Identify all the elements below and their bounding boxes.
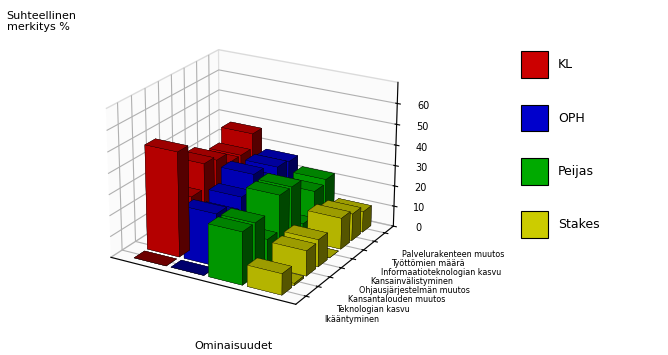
Text: KL: KL bbox=[558, 58, 573, 71]
Text: Ominaisuudet: Ominaisuudet bbox=[194, 342, 273, 351]
Text: OPH: OPH bbox=[558, 111, 584, 125]
Text: Suhteellinen
merkitys %: Suhteellinen merkitys % bbox=[7, 11, 77, 32]
Text: Stakes: Stakes bbox=[558, 218, 599, 231]
Text: Peijas: Peijas bbox=[558, 165, 594, 178]
